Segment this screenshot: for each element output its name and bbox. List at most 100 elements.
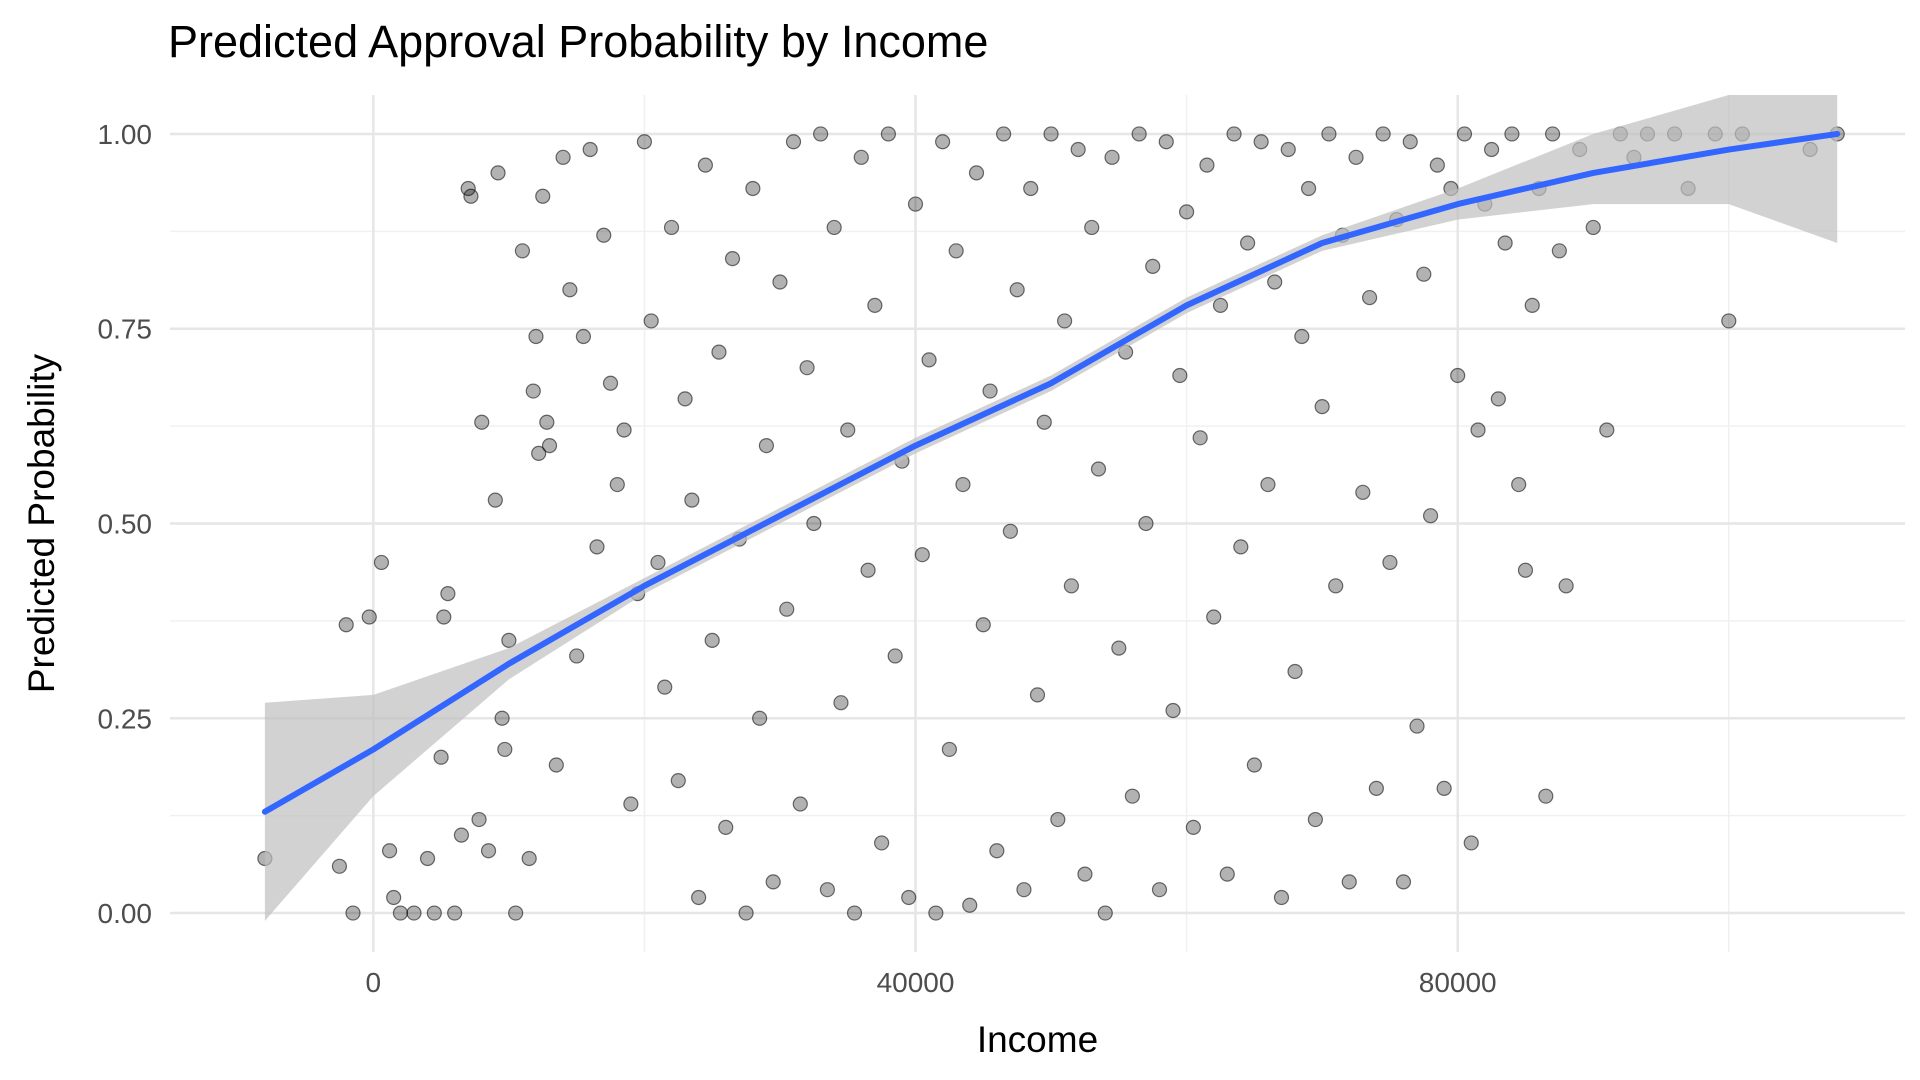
- data-point: [1097, 905, 1113, 921]
- data-point: [758, 437, 775, 454]
- data-point: [1538, 788, 1554, 804]
- data-point: [657, 679, 673, 695]
- data-point: [663, 219, 680, 236]
- data-point: [867, 297, 883, 313]
- data-point: [1416, 266, 1432, 282]
- data-point: [1206, 609, 1222, 625]
- data-point: [1551, 243, 1567, 259]
- data-point: [1328, 578, 1344, 594]
- data-point: [806, 515, 822, 532]
- data-point: [386, 889, 402, 906]
- data-point: [901, 889, 917, 906]
- data-point: [799, 360, 815, 376]
- data-point: [684, 492, 700, 508]
- data-point: [433, 749, 449, 765]
- data-point: [1524, 297, 1540, 313]
- data-point: [490, 165, 506, 181]
- data-point: [1233, 539, 1249, 555]
- data-point: [1544, 126, 1561, 142]
- data-point: [1483, 141, 1500, 158]
- data-point: [1450, 367, 1466, 384]
- data-point: [989, 843, 1005, 859]
- data-point: [1307, 811, 1323, 828]
- data-point: [928, 905, 944, 921]
- data-point: [738, 905, 754, 921]
- confidence-ribbon: [264, 95, 1838, 921]
- data-point: [1341, 874, 1357, 890]
- data-point: [948, 243, 964, 259]
- data-point: [1050, 811, 1066, 828]
- data-point: [1558, 578, 1574, 594]
- data-point: [1273, 889, 1290, 906]
- data-point: [1280, 141, 1296, 158]
- data-point: [471, 811, 487, 828]
- data-point: [941, 741, 957, 758]
- data-point: [1063, 578, 1079, 594]
- data-point: [1057, 313, 1073, 329]
- data-point: [1199, 157, 1215, 173]
- data-point: [840, 422, 856, 438]
- data-point: [487, 492, 503, 508]
- data-point: [846, 905, 863, 921]
- data-point: [440, 586, 456, 602]
- data-point: [528, 328, 544, 345]
- data-point: [887, 648, 903, 664]
- data-point: [331, 858, 348, 874]
- data-point: [463, 188, 479, 204]
- data-point: [447, 905, 463, 921]
- data-point: [724, 251, 741, 267]
- data-point: [535, 188, 551, 204]
- data-point: [711, 344, 727, 360]
- data-point: [494, 710, 510, 726]
- data-point: [602, 375, 619, 391]
- data-point: [1422, 508, 1439, 524]
- data-point: [785, 134, 802, 150]
- y-tick-label: 0.75: [98, 314, 153, 345]
- x-tick-label: 40000: [877, 967, 955, 998]
- data-point: [1490, 391, 1506, 407]
- data-point: [1300, 180, 1317, 197]
- data-point: [1267, 274, 1283, 290]
- data-point: [539, 414, 555, 430]
- data-point: [643, 313, 659, 329]
- data-point: [596, 227, 612, 243]
- data-point: [1239, 235, 1256, 251]
- data-point: [697, 157, 714, 173]
- grid-layer: [170, 95, 1905, 952]
- data-point: [1104, 149, 1120, 165]
- data-point: [1409, 718, 1425, 734]
- data-point: [792, 796, 808, 812]
- axis-layer: 0.00 0.25 0.50 0.75 1.00 0 40000 80000 Income Pre…: [21, 119, 1497, 1060]
- data-point: [704, 632, 720, 648]
- data-point: [962, 897, 978, 913]
- data-point: [1348, 149, 1364, 165]
- data-point: [616, 422, 632, 438]
- data-point: [1226, 126, 1242, 142]
- data-point: [1294, 328, 1310, 345]
- x-tick-label: 0: [366, 967, 382, 998]
- data-point: [1192, 430, 1208, 446]
- data-point: [1375, 126, 1391, 142]
- data-point: [338, 617, 354, 633]
- data-point: [819, 882, 836, 898]
- data-point: [508, 905, 524, 921]
- data-point: [514, 243, 531, 259]
- data-point: [826, 219, 842, 236]
- data-point: [392, 905, 409, 921]
- data-point: [555, 149, 571, 165]
- data-point: [419, 850, 436, 867]
- data-point: [361, 609, 377, 625]
- data-point: [1436, 780, 1452, 796]
- data-point: [1287, 663, 1303, 680]
- data-point: [1463, 835, 1479, 851]
- data-point: [718, 819, 734, 835]
- data-point: [752, 710, 768, 726]
- data-point: [1585, 219, 1601, 236]
- data-point: [1382, 554, 1398, 571]
- data-point: [880, 126, 896, 142]
- data-point: [1158, 134, 1174, 150]
- data-point: [501, 632, 517, 648]
- data-point: [745, 180, 761, 197]
- data-point: [982, 383, 998, 399]
